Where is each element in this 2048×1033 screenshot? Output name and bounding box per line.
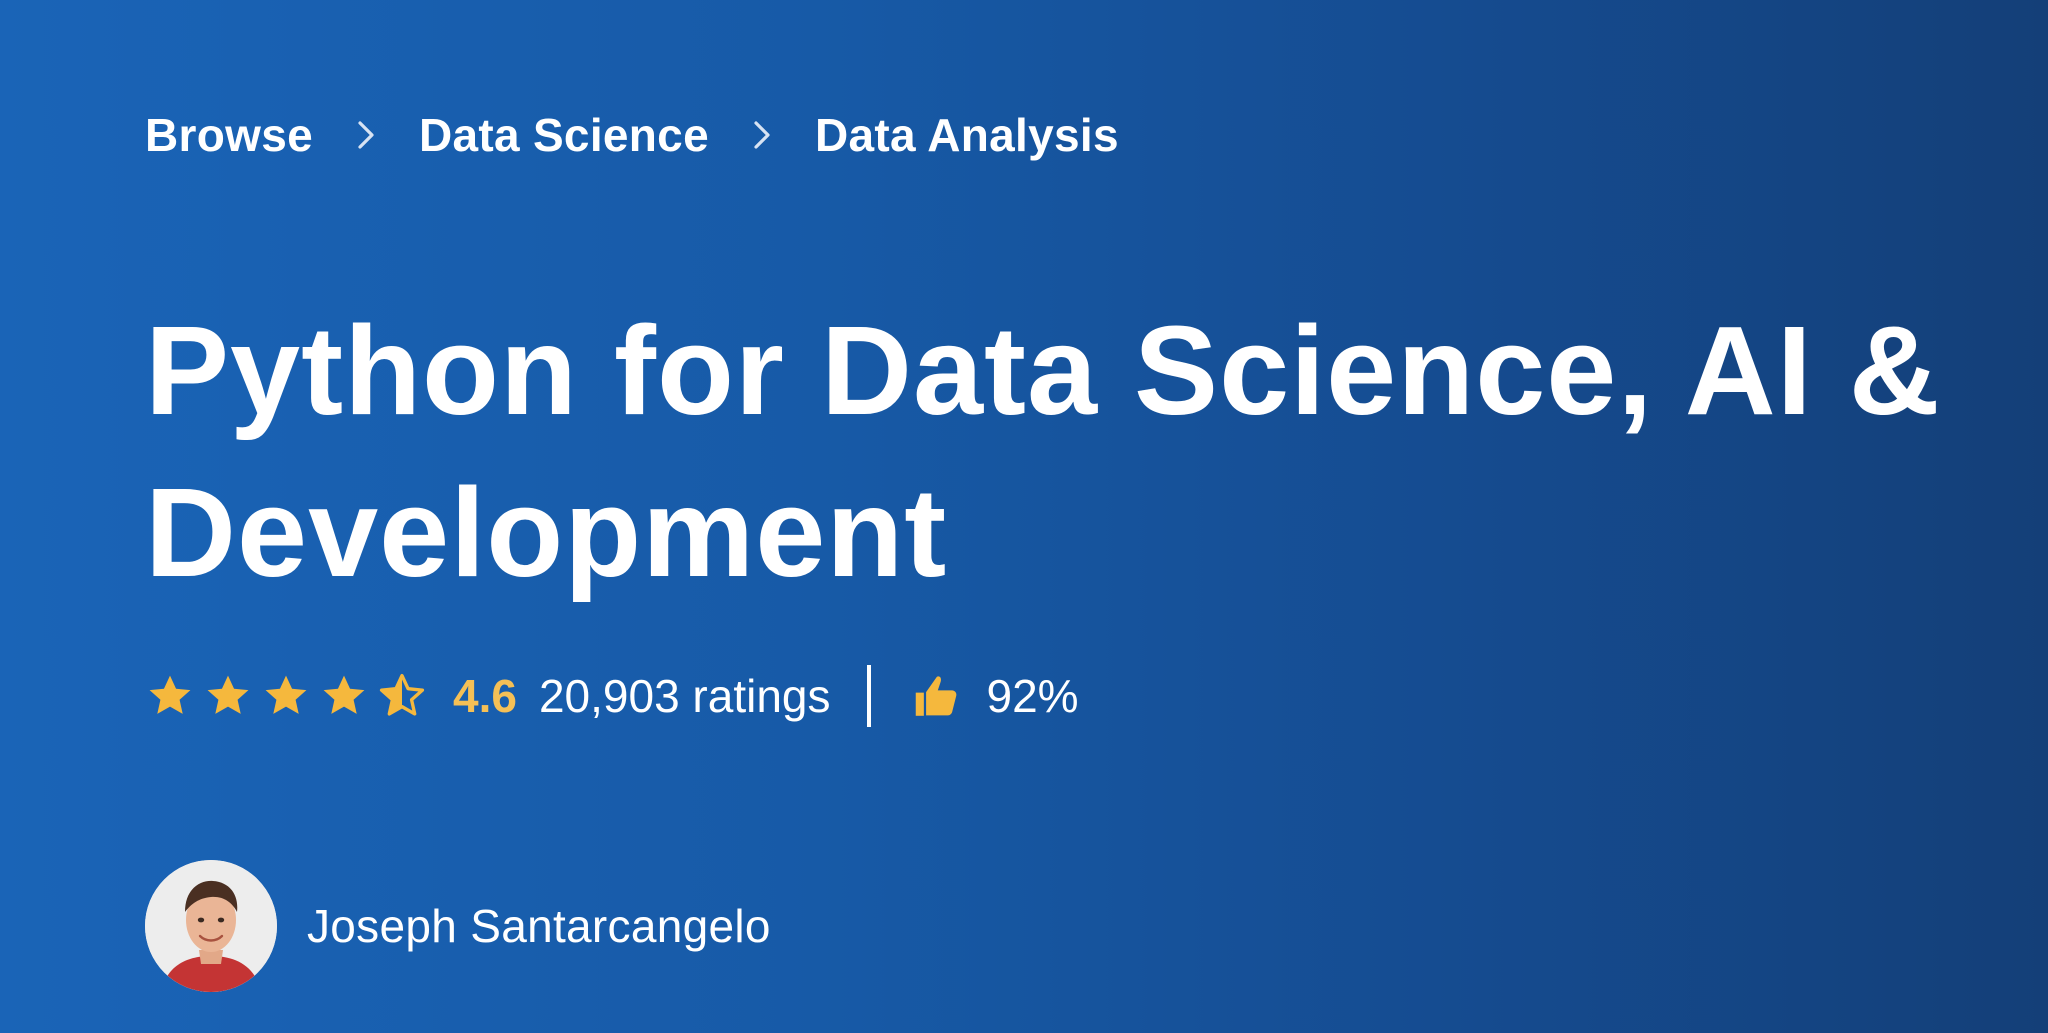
instructor-link[interactable]: Joseph Santarcangelo [145,860,771,992]
star-half-icon [379,673,425,716]
ratings-count[interactable]: 20,903 ratings [538,670,831,722]
breadcrumb: Browse Data Science Data Analysis [145,108,1119,162]
rating-value: 4.6 [453,670,517,722]
chevron-right-icon [343,112,389,158]
rating-summary: 4.6 20,903 ratings 92% [145,664,1079,728]
star-icon [323,675,365,714]
page-title: Python for Data Science, AI & Developmen… [145,300,1941,603]
breadcrumb-item-data-analysis[interactable]: Data Analysis [814,109,1119,161]
chevron-right-icon [739,112,785,158]
breadcrumb-item-browse[interactable]: Browse [145,109,313,161]
star-rating [145,671,427,721]
star-icon [207,675,249,714]
star-icon [265,675,307,714]
breadcrumb-item-data-science[interactable]: Data Science [418,109,709,161]
avatar [145,860,277,992]
instructor-name[interactable]: Joseph Santarcangelo [307,900,771,952]
approval-percentage: 92% [986,670,1079,722]
divider [866,665,871,727]
star-icon [149,675,191,714]
thumbs-up-icon [915,676,956,716]
